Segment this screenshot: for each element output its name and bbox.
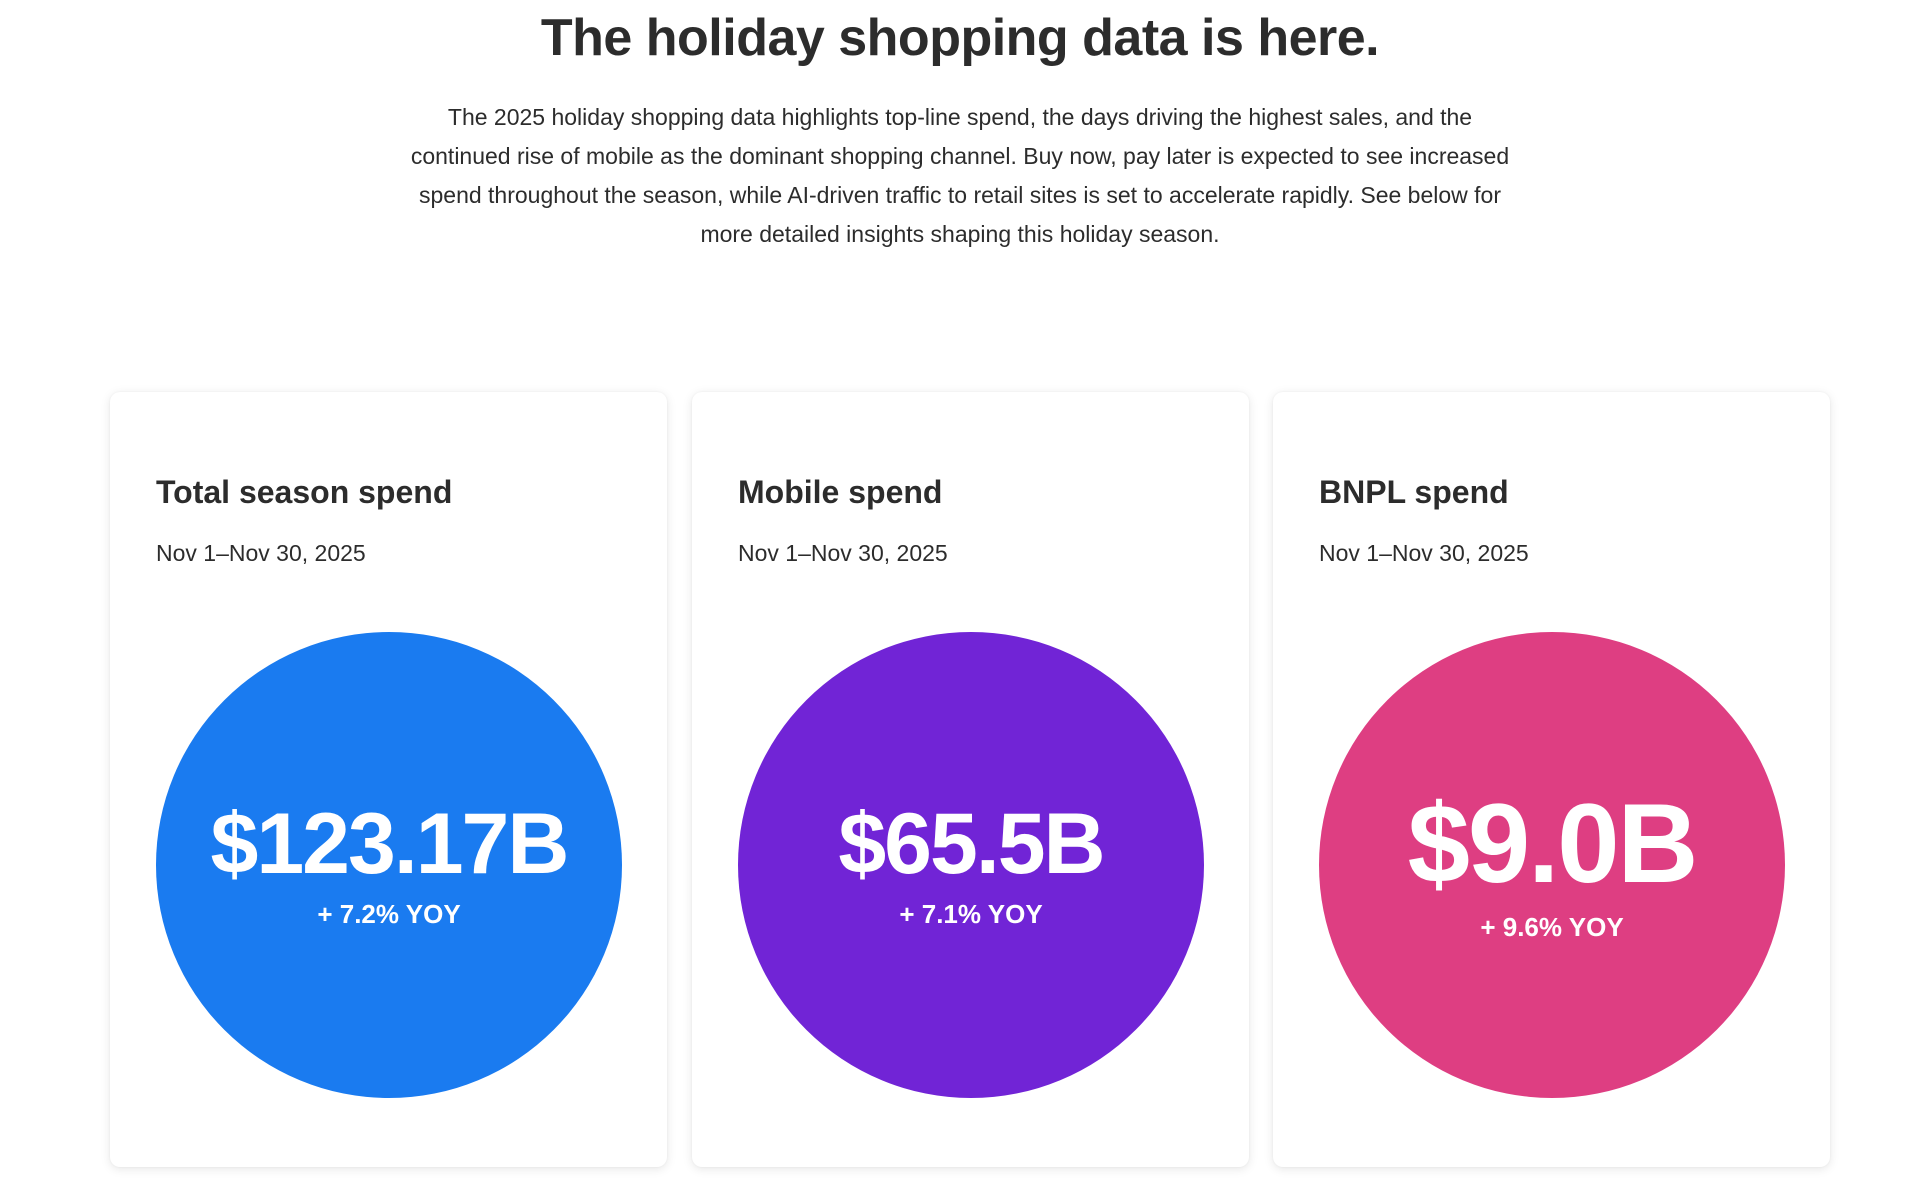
stat-yoy-change: + 7.2% YOY: [317, 898, 461, 929]
page-intro: The 2025 holiday shopping data highlight…: [410, 104, 1510, 247]
card-title: BNPL spend: [1319, 474, 1509, 510]
stat-card-bnpl-spend: BNPL spend Nov 1–Nov 30, 2025 $9.0B + 9.…: [1273, 392, 1830, 1167]
stat-yoy-change: + 9.6% YOY: [1480, 911, 1624, 942]
stat-value: $123.17B: [210, 795, 570, 892]
stat-value: $9.0B: [1407, 780, 1699, 906]
page-title: The holiday shopping data is here.: [540, 9, 1380, 67]
card-date-range: Nov 1–Nov 30, 2025: [1319, 540, 1529, 566]
card-date-range: Nov 1–Nov 30, 2025: [156, 540, 366, 566]
stat-circle: $65.5B + 7.1% YOY: [738, 632, 1204, 1098]
stat-circle: $123.17B + 7.2% YOY: [156, 632, 622, 1098]
card-title: Total season spend: [156, 474, 453, 510]
stat-value: $65.5B: [838, 795, 1105, 892]
stat-card-mobile-spend: Mobile spend Nov 1–Nov 30, 2025 $65.5B +…: [692, 392, 1249, 1167]
stat-cards: Total season spend Nov 1–Nov 30, 2025 $1…: [110, 392, 1838, 1167]
card-date-range: Nov 1–Nov 30, 2025: [738, 540, 948, 566]
card-title: Mobile spend: [738, 474, 943, 510]
stat-yoy-change: + 7.1% YOY: [899, 898, 1043, 929]
stat-card-total-season-spend: Total season spend Nov 1–Nov 30, 2025 $1…: [110, 392, 667, 1167]
stat-circle: $9.0B + 9.6% YOY: [1319, 632, 1785, 1098]
